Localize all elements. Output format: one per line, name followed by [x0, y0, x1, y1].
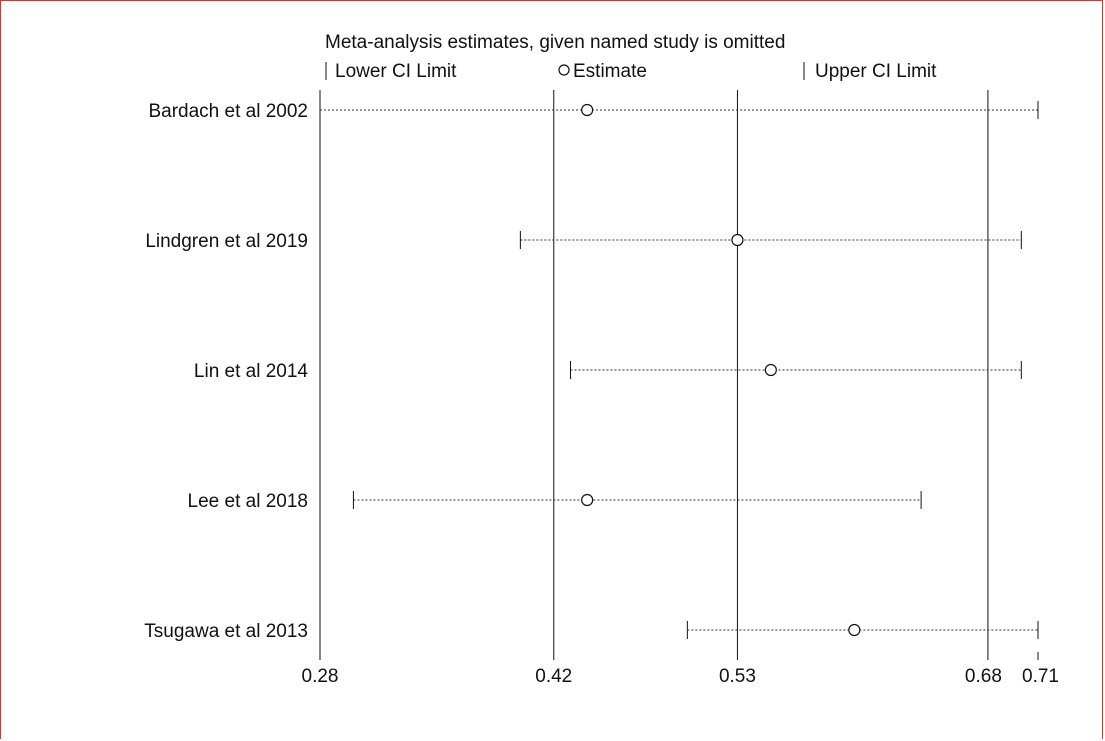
estimate-point	[581, 493, 594, 507]
legend-lower-label: Lower CI Limit	[335, 61, 457, 82]
study-label: Tsugawa et al 2013	[144, 621, 308, 642]
estimate-point	[848, 623, 861, 637]
legend-upper-label: Upper CI Limit	[815, 61, 937, 82]
study-label: Bardach et al 2002	[148, 101, 308, 122]
x-tick-label: 0.42	[535, 666, 572, 687]
x-tick-label: 0.68	[965, 666, 1002, 687]
study-label: Lindgren et al 2019	[145, 231, 308, 252]
x-tick-label: 0.53	[719, 666, 756, 687]
legend: Lower CI Limit Estimate Upper CI Limit	[325, 61, 937, 82]
estimate-point	[581, 103, 594, 117]
plot-area: 0.28 0.42 0.53 0.68 0.71 Bardach et al 2002 Li…	[144, 90, 1059, 687]
estimate-point	[764, 363, 777, 377]
x-tick-label: 0.28	[302, 666, 339, 687]
estimate-point	[731, 233, 744, 247]
chart-title: Meta-analysis estimates, given named stu…	[325, 32, 785, 53]
x-tick-label: 0.71	[1022, 666, 1059, 687]
legend-estimate-label: Estimate	[573, 61, 647, 82]
study-label: Lin et al 2014	[194, 361, 309, 382]
study-label: Lee et al 2018	[188, 491, 308, 512]
legend-estimate-mark	[558, 64, 570, 76]
